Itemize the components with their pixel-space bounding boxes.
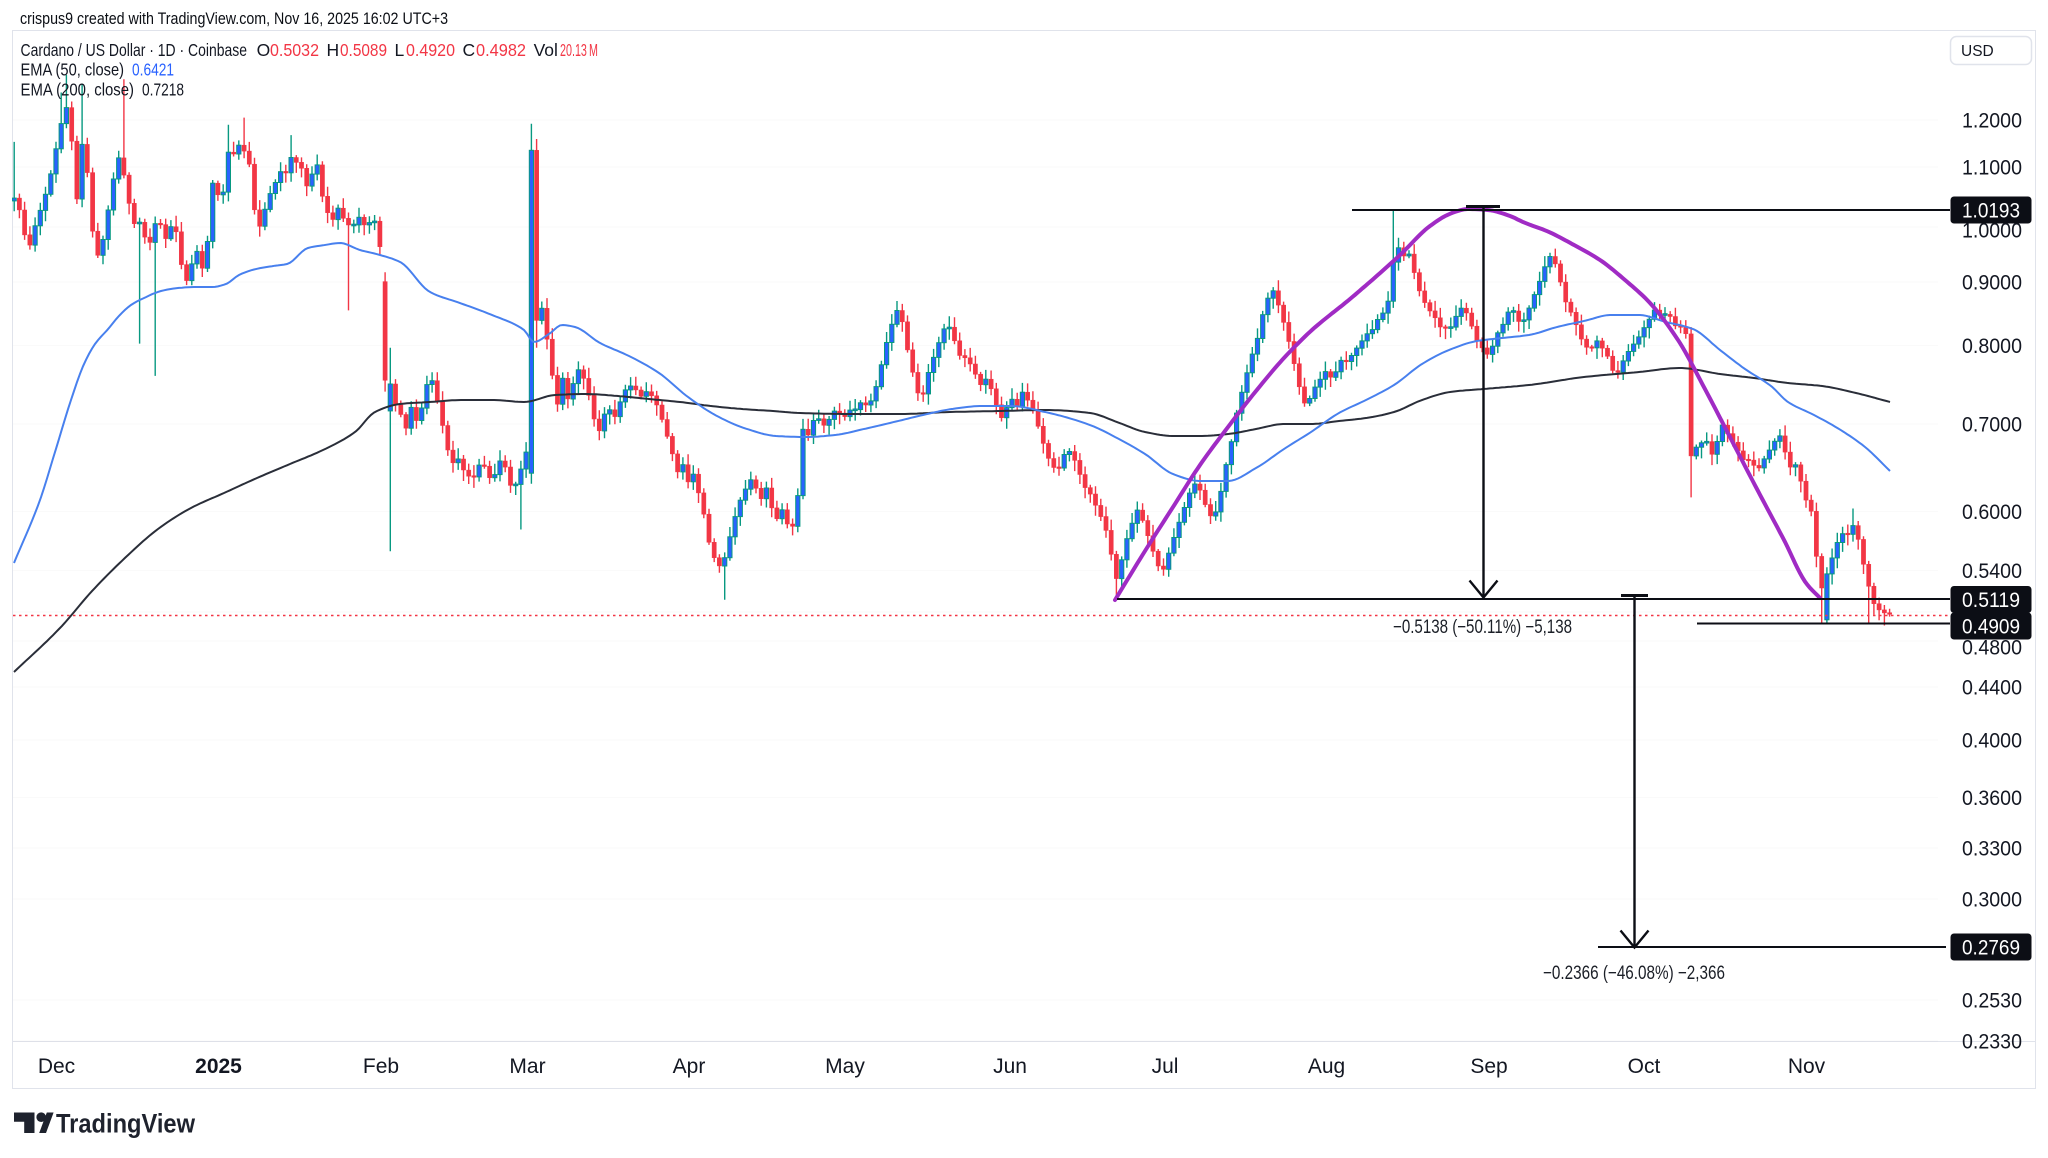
svg-text:1.1000: 1.1000 [1962,157,2022,180]
svg-text:0.7218: 0.7218 [142,80,184,100]
svg-text:0.8000: 0.8000 [1962,335,2022,358]
svg-text:Nov: Nov [1788,1055,1826,1078]
svg-text:−0.5138 (−50.11%) −5,138: −0.5138 (−50.11%) −5,138 [1393,617,1572,638]
svg-text:0.2530: 0.2530 [1962,990,2022,1013]
svg-text:0.3300: 0.3300 [1962,838,2022,861]
svg-text:0.4000: 0.4000 [1962,730,2022,753]
svg-text:Mar: Mar [509,1055,545,1078]
svg-text:Jul: Jul [1152,1055,1179,1078]
svg-text:Vol: Vol [534,40,558,60]
svg-text:Jun: Jun [993,1055,1027,1078]
svg-text:0.5119: 0.5119 [1962,589,2020,612]
svg-text:EMA (50, close): EMA (50, close) [21,60,125,80]
svg-text:0.6000: 0.6000 [1962,501,2022,524]
svg-text:0.2769: 0.2769 [1962,937,2020,960]
svg-text:Aug: Aug [1308,1055,1345,1078]
svg-text:0.5400: 0.5400 [1962,560,2022,583]
svg-text:2025: 2025 [195,1055,242,1078]
svg-text:0.6421: 0.6421 [132,60,174,80]
svg-text:20.13 M: 20.13 M [560,40,598,60]
svg-text:0.4982: 0.4982 [476,40,526,60]
svg-text:Apr: Apr [673,1055,706,1078]
svg-text:C: C [463,40,476,60]
svg-text:1.0000: 1.0000 [1962,220,2022,243]
svg-text:crispus9 created with TradingV: crispus9 created with TradingView.com, N… [20,9,448,28]
svg-text:0.7000: 0.7000 [1962,414,2022,437]
svg-text:0.4909: 0.4909 [1962,616,2020,639]
svg-text:H: H [327,40,340,60]
svg-text:USD: USD [1961,43,1994,60]
svg-text:0.5032: 0.5032 [270,40,319,60]
svg-text:0.4400: 0.4400 [1962,677,2022,700]
svg-text:Sep: Sep [1470,1055,1507,1078]
svg-text:Oct: Oct [1628,1055,1661,1078]
svg-text:0.5089: 0.5089 [340,40,387,60]
svg-text:0.2330: 0.2330 [1962,1031,2022,1054]
svg-text:TradingView: TradingView [56,1109,196,1139]
svg-text:1.2000: 1.2000 [1962,110,2022,133]
svg-text:May: May [825,1055,865,1078]
svg-text:Cardano / US Dollar · 1D · Coi: Cardano / US Dollar · 1D · Coinbase [21,40,248,60]
svg-text:1.0193: 1.0193 [1962,200,2020,223]
svg-text:0.4920: 0.4920 [406,40,455,60]
svg-text:Dec: Dec [38,1055,75,1078]
svg-text:0.9000: 0.9000 [1962,272,2022,295]
svg-text:0.3600: 0.3600 [1962,787,2022,810]
svg-text:0.4800: 0.4800 [1962,637,2022,660]
svg-text:EMA (200, close): EMA (200, close) [21,80,135,100]
svg-text:L: L [395,40,405,60]
svg-text:Feb: Feb [363,1055,399,1078]
svg-text:O: O [257,40,271,60]
svg-text:0.3000: 0.3000 [1962,889,2022,912]
svg-text:−0.2366 (−46.08%) −2,366: −0.2366 (−46.08%) −2,366 [1543,963,1725,984]
